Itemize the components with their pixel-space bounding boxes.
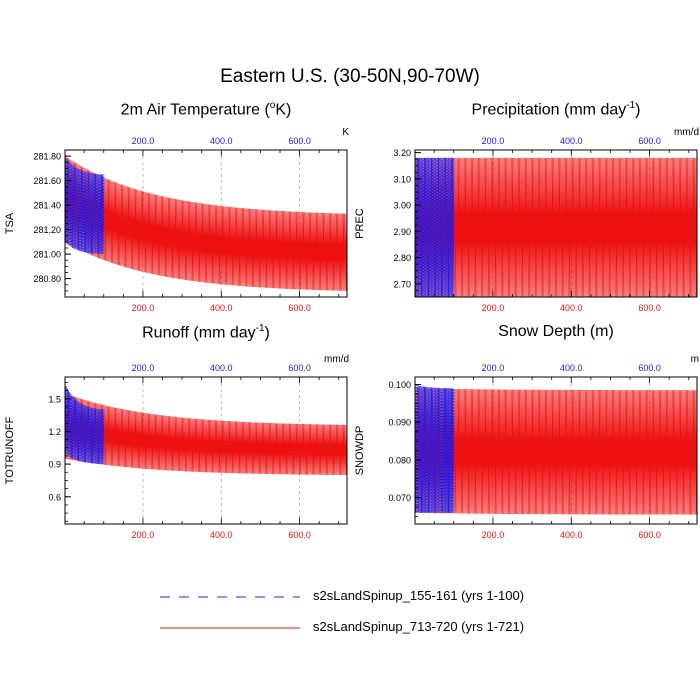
y-tick-label: 0.070 — [388, 493, 411, 503]
y-tick-label: 281.80 — [33, 152, 61, 162]
series-group — [415, 157, 697, 297]
x-tick-label-bottom: 400.0 — [210, 530, 233, 540]
units-label: K — [342, 127, 349, 138]
y-tick-label: 0.9 — [48, 460, 61, 470]
y-tick-label: 3.10 — [393, 174, 411, 184]
y-tick-label: 2.80 — [393, 253, 411, 263]
plot-frame — [64, 376, 348, 525]
x-tick-label-top: 400.0 — [560, 363, 583, 373]
y-tick-label: 281.20 — [33, 225, 61, 235]
y-tick-label: 281.60 — [33, 176, 61, 186]
x-tick-label-top: 400.0 — [560, 136, 583, 146]
x-tick-label-top: 600.0 — [288, 363, 311, 373]
x-tick-label-top: 600.0 — [288, 136, 311, 146]
x-tick-label-bottom: 400.0 — [210, 303, 233, 313]
y-tick-label: 1.5 — [48, 394, 61, 404]
chart-title: Snow Depth (m) — [498, 323, 614, 340]
plot-frame — [414, 149, 698, 298]
x-tick-label-bottom: 200.0 — [482, 303, 505, 313]
y-tick-label: 2.70 — [393, 279, 411, 289]
units-label: m — [691, 354, 699, 365]
y-tick-label: 0.100 — [388, 380, 411, 390]
series-line-blue — [415, 384, 455, 513]
y-axis-label: TSA — [4, 212, 16, 234]
series-line-red — [65, 156, 347, 291]
x-tick-label-bottom: 600.0 — [638, 303, 661, 313]
x-tick-label-bottom: 400.0 — [560, 303, 583, 313]
series-line-blue — [65, 383, 105, 465]
y-axis-label: TOTRUNOFF — [4, 416, 16, 484]
chart-panel-totrunoff: 0.6 0.9 1.2 1.5 200.0 200.0 400.0 400.0 600.0 600… — [4, 354, 349, 540]
x-tick-label-top: 400.0 — [210, 363, 233, 373]
x-tick-label-top: 200.0 — [132, 136, 155, 146]
y-axis-label: PREC — [354, 208, 366, 239]
y-tick-label: 3.00 — [393, 201, 411, 211]
y-tick-label: 3.20 — [393, 148, 411, 158]
x-tick-label-bottom: 600.0 — [638, 530, 661, 540]
series-group — [415, 384, 697, 515]
x-tick-label-top: 600.0 — [638, 136, 661, 146]
series-line-blue — [65, 156, 105, 255]
y-tick-label: 1.2 — [48, 427, 61, 437]
x-tick-label-bottom: 200.0 — [132, 530, 155, 540]
chart-title: Precipitation (mm day-1) — [471, 100, 641, 119]
y-tick-label: 281.00 — [33, 250, 61, 260]
x-tick-label-top: 200.0 — [132, 363, 155, 373]
y-tick-label: 2.90 — [393, 227, 411, 237]
chart-title: Runoff (mm day-1) — [142, 323, 270, 342]
y-tick-label: 0.090 — [388, 418, 411, 428]
chart-panel-tsa: 280.80 281.00 281.20 281.40 281.60 281.80 200.… — [4, 127, 349, 313]
series-line-red — [65, 393, 347, 476]
series-line-red — [415, 157, 697, 297]
y-tick-label: 280.80 — [33, 274, 61, 284]
series-group — [65, 156, 347, 291]
y-tick-label: 0.080 — [388, 455, 411, 465]
x-tick-label-bottom: 400.0 — [560, 530, 583, 540]
x-tick-label-bottom: 200.0 — [132, 303, 155, 313]
units-label: mm/d — [324, 354, 349, 365]
legend-label: s2sLandSpinup_155-161 (yrs 1-100) — [313, 588, 525, 603]
y-axis-label: SNOWDP — [354, 426, 366, 476]
y-tick-label: 0.6 — [48, 492, 61, 502]
x-tick-label-bottom: 600.0 — [288, 303, 311, 313]
chart-panel-prec: 2.70 2.80 2.90 3.00 3.10 3.20 200.0 200.0 400.0 4… — [354, 127, 699, 313]
units-label: mm/d — [674, 127, 699, 138]
y-tick-label: 281.40 — [33, 201, 61, 211]
x-tick-label-top: 400.0 — [210, 136, 233, 146]
x-tick-label-top: 200.0 — [482, 363, 505, 373]
series-group — [65, 383, 347, 476]
figure-title: Eastern U.S. (30-50N,90-70W) — [220, 66, 480, 87]
x-tick-label-bottom: 200.0 — [482, 530, 505, 540]
chart-panel-snowdp: 0.070 0.080 0.090 0.100 200.0 200.0 400.0 400.0… — [354, 354, 699, 540]
legend-label: s2sLandSpinup_713-720 (yrs 1-721) — [313, 619, 525, 634]
chart-title: 2m Air Temperature (oK) — [120, 100, 292, 119]
x-tick-label-top: 600.0 — [638, 363, 661, 373]
series-line-red — [415, 388, 697, 515]
x-tick-label-top: 200.0 — [482, 136, 505, 146]
x-tick-label-bottom: 600.0 — [288, 530, 311, 540]
